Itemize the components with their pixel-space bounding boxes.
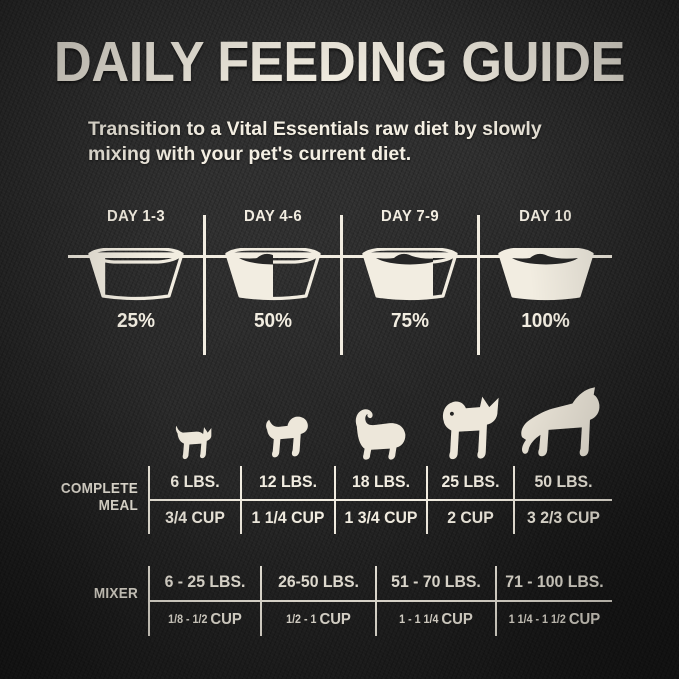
- page-subtitle: Transition to a Vital Essentials raw die…: [88, 118, 542, 166]
- table-cell-weight: 18 LBS.: [351, 472, 410, 491]
- table-cell-amount: 2 CUP: [447, 508, 494, 527]
- table-cell-amount: 1/2 - 1 CUP: [286, 611, 351, 628]
- dog-bowl-icon: [205, 240, 341, 302]
- table-cell-weight: 12 LBS.: [258, 472, 317, 491]
- complete-meal-label: COMPLETE MEAL: [14, 480, 138, 515]
- complete-meal-label-line2: MEAL: [98, 497, 138, 515]
- transition-column-2: DAY 4-6: [205, 208, 341, 333]
- transition-column-3: DAY 7-9: [342, 208, 478, 333]
- transition-column-1: DAY 1-3 25%: [68, 208, 204, 333]
- transition-percent: 75%: [390, 310, 430, 332]
- complete-meal-border-2: [334, 466, 336, 534]
- complete-meal-border-3: [426, 466, 428, 534]
- table-cell-weight: 6 - 25 LBS.: [164, 572, 246, 591]
- table-cell-amount: 1 - 1 1/4 CUP: [399, 611, 473, 628]
- table-cell-amount: 1 1/4 CUP: [251, 508, 325, 527]
- table-cell-amount: 1/8 - 1/2 CUP: [168, 611, 242, 628]
- mixer-border-0: [148, 566, 150, 636]
- table-cell-amount: 3 2/3 CUP: [527, 508, 600, 527]
- day-range-label: DAY 1-3: [106, 208, 166, 225]
- day-range-label: DAY 4-6: [243, 208, 303, 225]
- complete-meal-border-1: [240, 466, 242, 534]
- dog-size-row: [0, 382, 679, 460]
- dog-silhouette-xsmall-icon: [148, 414, 240, 460]
- mixer-border-2: [375, 566, 377, 636]
- transition-column-4: DAY 10 100%: [479, 208, 612, 333]
- complete-meal-border-0: [148, 466, 150, 534]
- dog-silhouette-large-icon: [426, 390, 513, 460]
- dog-bowl-icon: [68, 240, 204, 302]
- transition-percent: 25%: [116, 310, 156, 332]
- page-title: DAILY FEEDING GUIDE: [53, 30, 626, 94]
- day-range-label: DAY 7-9: [380, 208, 440, 225]
- table-cell-amount: 3/4 CUP: [165, 508, 225, 527]
- transition-schedule: DAY 1-3 25% DAY 4-6: [68, 208, 612, 356]
- transition-divider-1: [203, 215, 206, 355]
- dog-silhouette-medium-icon: [334, 398, 426, 460]
- transition-percent: 100%: [521, 310, 570, 332]
- transition-percent: 50%: [253, 310, 293, 332]
- mixer-border-1: [260, 566, 262, 636]
- mixer-table: 6 - 25 LBS. 26-50 LBS. 51 - 70 LBS. 71 -…: [148, 566, 612, 636]
- transition-divider-2: [340, 215, 343, 355]
- table-cell-weight: 51 - 70 LBS.: [391, 572, 481, 591]
- dog-silhouette-small-icon: [240, 406, 334, 460]
- mixer-border-3: [495, 566, 497, 636]
- complete-meal-label-line1: COMPLETE: [60, 480, 139, 497]
- dog-silhouette-xlarge-icon: [513, 382, 612, 460]
- day-range-label: DAY 10: [519, 208, 572, 225]
- mixer-mid-rule: [148, 600, 612, 602]
- table-cell-weight: 25 LBS.: [441, 472, 500, 491]
- complete-meal-border-4: [513, 466, 515, 534]
- mixer-label: MIXER: [93, 585, 138, 602]
- table-cell-weight: 26-50 LBS.: [278, 572, 359, 591]
- transition-divider-3: [477, 215, 480, 355]
- dog-bowl-icon: [479, 240, 612, 302]
- table-cell-amount: 1 3/4 CUP: [344, 508, 418, 527]
- table-cell-weight: 50 LBS.: [534, 472, 593, 491]
- dog-bowl-icon: [342, 240, 478, 302]
- complete-meal-mid-rule: [148, 499, 612, 501]
- table-cell-amount: 1 1/4 - 1 1/2 CUP: [508, 611, 601, 628]
- table-cell-weight: 6 LBS.: [170, 472, 220, 491]
- complete-meal-table: 6 LBS. 12 LBS. 18 LBS. 25 LBS. 50 LBS. 3…: [148, 466, 612, 534]
- table-cell-weight: 71 - 100 LBS.: [505, 572, 604, 591]
